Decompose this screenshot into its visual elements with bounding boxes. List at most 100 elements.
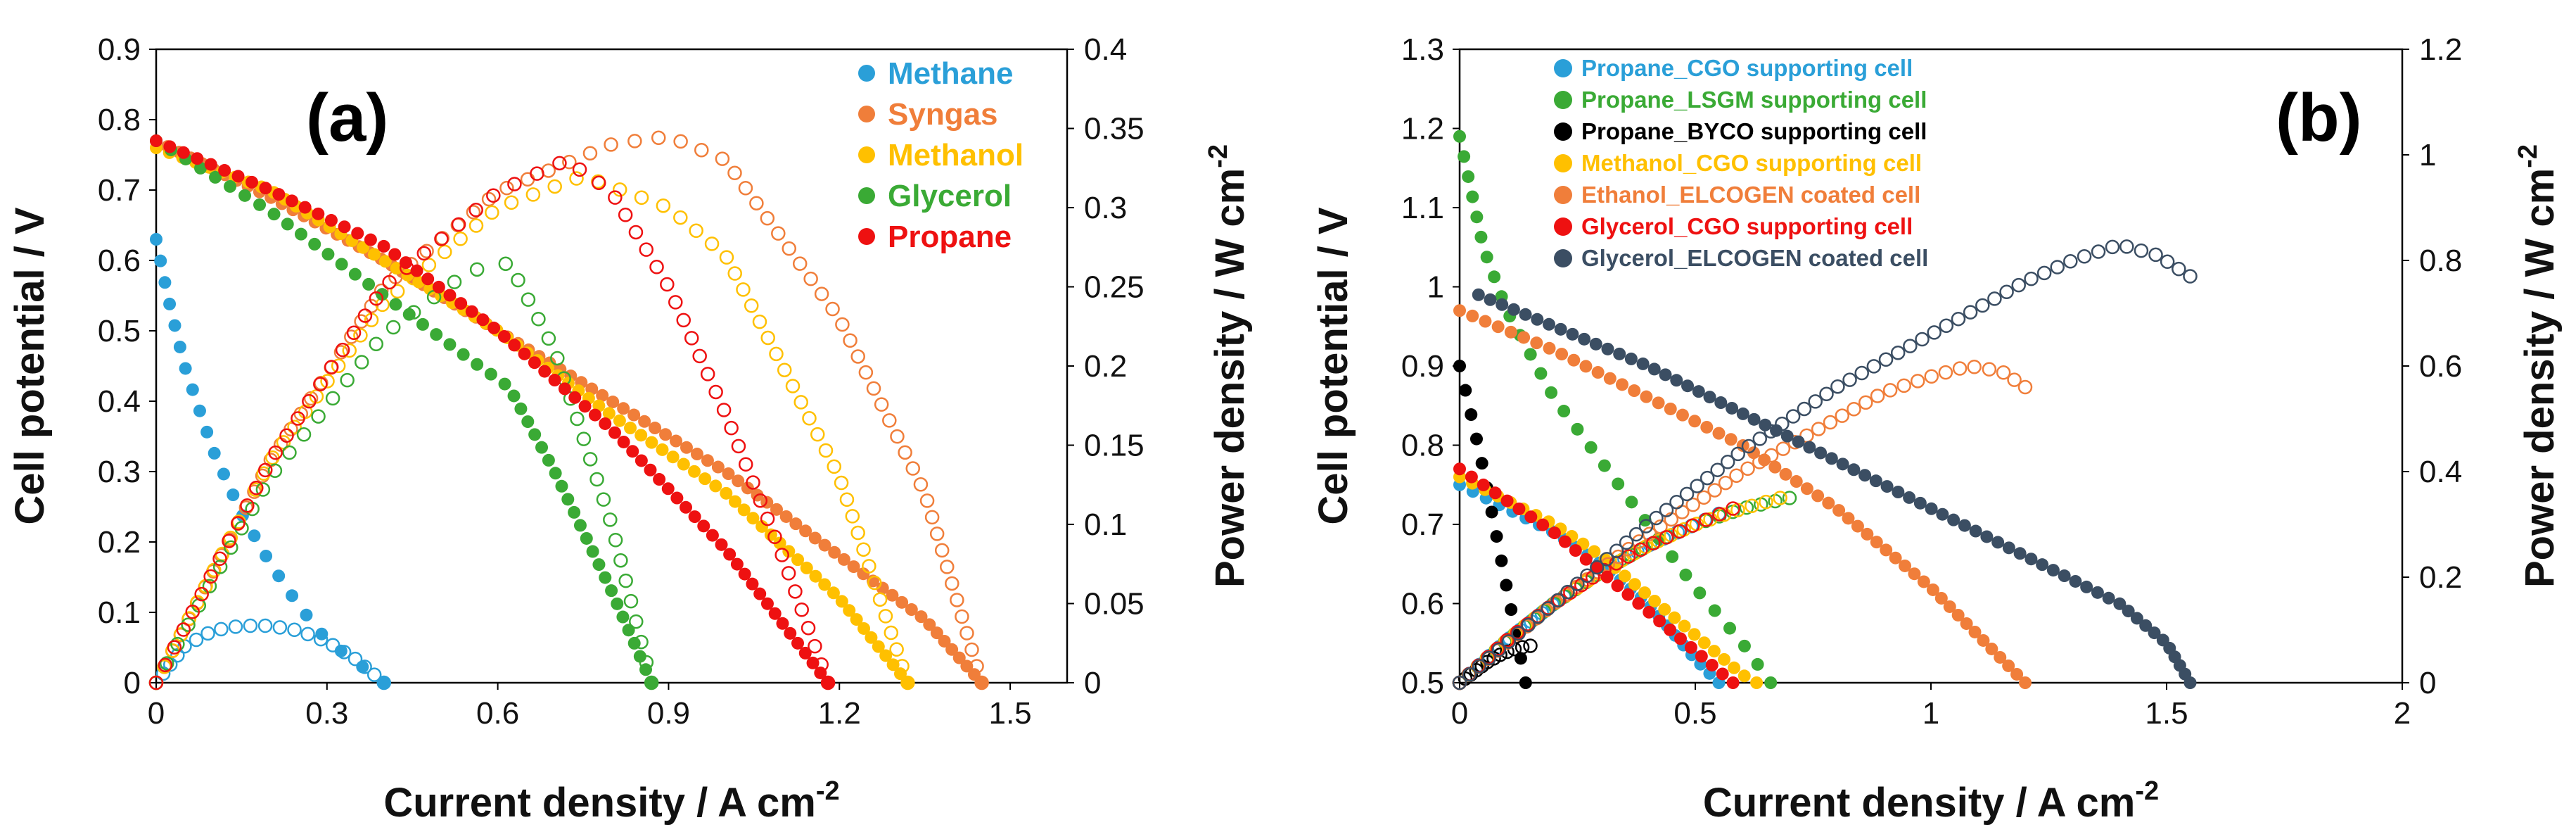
voltage-point-methanol-cgo-supporting-cell [1697, 636, 1711, 650]
power-point-syngas [843, 333, 857, 348]
voltage-point-glycerol-cgo-supporting-cell [1600, 570, 1614, 583]
power-point-ethanol-elcogen-coated-cell [1924, 369, 1939, 384]
power-point-methanol [727, 266, 742, 281]
power-point-methane [200, 626, 215, 641]
voltage-point-ethanol-elcogen-coated-cell [1822, 496, 1835, 510]
voltage-point-glycerol [549, 467, 562, 480]
power-point-propane [279, 428, 294, 443]
power-point-methanol [525, 187, 541, 202]
voltage-point-propane [608, 426, 621, 439]
x-tick-label: 1 [1923, 696, 1939, 731]
voltage-point-glycerol [362, 277, 376, 291]
power-point-glycerol [311, 409, 326, 424]
voltage-point-propane [588, 408, 601, 422]
power-point-syngas [934, 543, 950, 558]
voltage-point-propane [324, 214, 338, 227]
voltage-point-ethanol-elcogen-coated-cell [1747, 446, 1760, 460]
power-point-ethanol-elcogen-coated-cell [1896, 378, 1911, 393]
power-point-ethanol-elcogen-coated-cell [1696, 490, 1711, 505]
voltage-point-syngas [770, 503, 783, 516]
power-point-glycerol-elcogen-coated-cell [2119, 239, 2134, 254]
voltage-point-propane-byco-supporting-cell [1485, 505, 1498, 519]
power-point-glycerol [325, 391, 340, 406]
power-point-methanol [818, 443, 834, 458]
voltage-point-methanol [666, 450, 680, 464]
voltage-point-propane [272, 188, 286, 201]
x-tick-label: 2 [2394, 696, 2411, 731]
power-point-propane [158, 657, 173, 673]
voltage-point-propane [476, 313, 490, 327]
power-point-methanol [342, 343, 357, 358]
power-point-glycerol-elcogen-coated-cell [1866, 359, 1882, 374]
power-point-glycerol-elcogen-coated-cell [1700, 470, 1715, 486]
power-point-propane [194, 586, 209, 602]
voltage-point-propane [443, 289, 457, 302]
voltage-point-methanol [886, 658, 900, 671]
power-point-methanol [810, 427, 825, 442]
power-point-glycerol-elcogen-coated-cell [1501, 634, 1517, 649]
voltage-point-ethanol-elcogen-coated-cell [1832, 504, 1846, 517]
voltage-point-methanol [800, 561, 813, 574]
power-point-glycerol-cgo-supporting-cell [1672, 524, 1687, 539]
voltage-point-propane [538, 365, 551, 378]
voltage-point-glycerol-elcogen-coated-cell [1991, 536, 2005, 549]
voltage-point-methanol-cgo-supporting-cell [1628, 578, 1641, 591]
power-point-methanol [656, 198, 671, 213]
voltage-point-propane [497, 330, 511, 343]
voltage-point-glycerol-elcogen-coated-cell [1647, 362, 1661, 376]
power-point-methanol [689, 223, 703, 238]
panel-b: 0 0.5 1 1.5 2 0.50.60.70.80.911.11.21.3 00.2… [1311, 32, 2563, 826]
voltage-point-glycerol-elcogen-coated-cell [1747, 412, 1761, 426]
voltage-point-methanol [818, 578, 831, 591]
power-point-methanol [468, 218, 484, 233]
voltage-point-propane [599, 417, 612, 430]
voltage-point-methane [334, 644, 347, 657]
voltage-point-glycerol-cgo-supporting-cell [1548, 526, 1561, 540]
legend-marker-ethanol-elcogen-coated-cell [1554, 186, 1572, 204]
voltage-point-propane [578, 400, 592, 413]
voltage-point-propane-lsgm-supporting-cell [1584, 441, 1598, 454]
power-point-glycerol-elcogen-coated-cell [1741, 439, 1756, 454]
power-point-ethanol-elcogen-coated-cell [1811, 422, 1826, 436]
voltage-point-glycerol-cgo-supporting-cell [1569, 544, 1582, 557]
power-point-syngas [738, 180, 753, 196]
legend-label-methane: Methane [888, 56, 1013, 91]
voltage-point-glycerol-cgo-supporting-cell [1500, 494, 1514, 507]
voltage-point-glycerol [645, 676, 658, 689]
power-point-glycerol-elcogen-coated-cell [1890, 345, 1906, 360]
voltage-point-syngas [930, 626, 943, 640]
y-tick-label: 0 [124, 666, 141, 700]
voltage-point-glycerol [389, 298, 402, 311]
power-point-glycerol [224, 540, 238, 555]
power-point-ethanol-elcogen-coated-cell [1835, 408, 1849, 423]
voltage-point-propane [753, 587, 767, 600]
power-point-ethanol-elcogen-coated-cell [1653, 519, 1668, 534]
x-tick-label: 1.2 [818, 696, 861, 731]
voltage-point-methanol-cgo-supporting-cell [1638, 586, 1652, 600]
voltage-point-propane [410, 264, 423, 277]
legend-marker-propane-byco-supporting-cell [1554, 122, 1572, 141]
voltage-point-methanol [390, 262, 403, 275]
power-point-syngas [466, 205, 481, 220]
voltage-point-glycerol-elcogen-coated-cell [1847, 463, 1861, 477]
panel-a-y2-ticks: 0 0.05 0.1 0.15 0.2 0.25 0.3 0.35 0.4 [1067, 32, 1144, 700]
y2-tick-label: 0.4 [2419, 455, 2462, 489]
voltage-point-propane [653, 473, 666, 486]
voltage-point-propane [432, 280, 445, 294]
voltage-point-propane [377, 239, 390, 253]
power-point-glycerol-elcogen-coated-cell [2011, 277, 2026, 293]
power-point-methane [228, 619, 243, 634]
voltage-point-propane-lsgm-supporting-cell [1488, 270, 1501, 284]
power-point-syngas [945, 576, 959, 591]
voltage-point-glycerol [294, 227, 307, 241]
voltage-point-propane [670, 491, 684, 505]
voltage-point-glycerol [592, 558, 606, 572]
power-point-propane [668, 295, 683, 310]
power-point-glycerol [531, 312, 546, 327]
legend-label-ethanol-elcogen-coated-cell: Ethanol_ELCOGEN coated cell [1581, 182, 1920, 208]
power-point-propane [724, 420, 739, 436]
voltage-point-methanol-cgo-supporting-cell [1707, 645, 1721, 658]
voltage-point-syngas [596, 389, 609, 402]
voltage-point-propane-lsgm-supporting-cell [1474, 230, 1488, 244]
power-point-propane [324, 360, 339, 374]
